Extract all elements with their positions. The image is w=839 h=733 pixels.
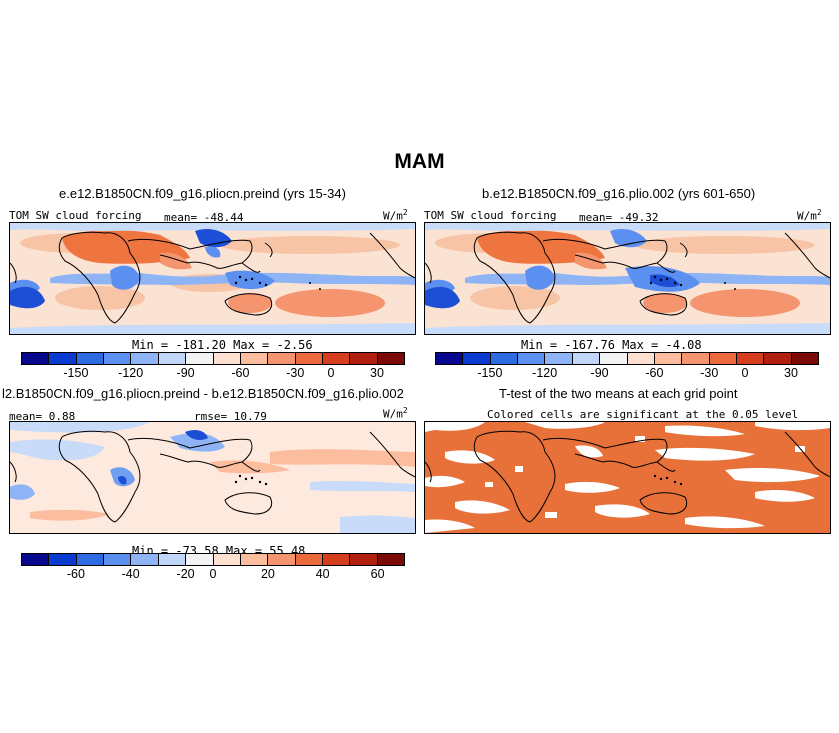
panel1-map bbox=[9, 222, 416, 335]
colorbar-tick: -90 bbox=[590, 366, 609, 380]
panel4-title: T-test of the two means at each grid poi… bbox=[499, 386, 738, 401]
colorbar-tick: -120 bbox=[118, 366, 144, 380]
colorbar-tick: -60 bbox=[645, 366, 664, 380]
panel2-minmax: Min = -167.76 Max = -4.08 bbox=[521, 338, 702, 352]
panel2-mean: mean= -49.32 bbox=[579, 211, 659, 224]
colorbar-tick: 20 bbox=[260, 567, 275, 581]
panel1-colorbar bbox=[21, 352, 405, 365]
panel2-title: b.e12.B1850CN.f09_g16.plio.002 (yrs 601-… bbox=[482, 186, 756, 201]
panel2-map-graphic bbox=[425, 223, 830, 334]
panel1-variable: TOM SW cloud forcing bbox=[9, 209, 142, 222]
colorbar-tick: -150 bbox=[63, 366, 89, 380]
colorbar-tick: 0 bbox=[741, 366, 749, 380]
panel2-colorbar bbox=[435, 352, 819, 365]
colorbar-tick: 0 bbox=[209, 567, 217, 581]
panel3-title: l2.B1850CN.f09_g16.pliocn.preind - b.e12… bbox=[2, 386, 404, 401]
panel3-mean: mean= 0.88 bbox=[9, 410, 76, 423]
season-title: MAM bbox=[394, 150, 445, 173]
colorbar-tick: 40 bbox=[315, 567, 330, 581]
panel1-map-graphic bbox=[10, 223, 415, 334]
panel1-mean: mean= -48.44 bbox=[164, 211, 244, 224]
colorbar-tick: -60 bbox=[66, 567, 85, 581]
colorbar-tick: -40 bbox=[121, 567, 140, 581]
colorbar-tick: -120 bbox=[532, 366, 558, 380]
panel2-colorbar-labels: -150 -120 -90 -60 -30 0 30 bbox=[435, 366, 819, 382]
colorbar-tick: -90 bbox=[176, 366, 195, 380]
panel3-rmse: rmse= 10.79 bbox=[194, 410, 267, 423]
panel2-variable: TOM SW cloud forcing bbox=[424, 209, 557, 222]
colorbar-tick: -20 bbox=[176, 567, 195, 581]
colorbar-tick: -150 bbox=[477, 366, 503, 380]
panel3-units: W/m2 bbox=[383, 406, 408, 421]
panel3-colorbar bbox=[21, 553, 405, 566]
panel3-map-graphic bbox=[10, 422, 415, 533]
colorbar-tick: 0 bbox=[327, 366, 335, 380]
panel4-map bbox=[424, 421, 831, 534]
colorbar-tick: -60 bbox=[231, 366, 250, 380]
colorbar-tick: 60 bbox=[370, 567, 385, 581]
panel1-minmax: Min = -181.20 Max = -2.56 bbox=[132, 338, 313, 352]
panel3-colorbar-labels: -60 -40 -20 0 20 40 60 bbox=[21, 567, 405, 583]
colorbar-tick: -30 bbox=[700, 366, 719, 380]
colorbar-tick: -30 bbox=[286, 366, 305, 380]
panel4-subtitle: Colored cells are significant at the 0.0… bbox=[487, 408, 799, 421]
panel1-colorbar-labels: -150 -120 -90 -60 -30 0 30 bbox=[21, 366, 405, 382]
colorbar-tick: 30 bbox=[784, 366, 798, 380]
panel2-units: W/m2 bbox=[797, 208, 822, 223]
colorbar-tick: 30 bbox=[370, 366, 384, 380]
panel3-map bbox=[9, 421, 416, 534]
panel2-map bbox=[424, 222, 831, 335]
panel1-title: e.e12.B1850CN.f09_g16.pliocn.preind (yrs… bbox=[59, 186, 346, 201]
panel4-map-graphic bbox=[425, 422, 830, 533]
panel1-units: W/m2 bbox=[383, 208, 408, 223]
